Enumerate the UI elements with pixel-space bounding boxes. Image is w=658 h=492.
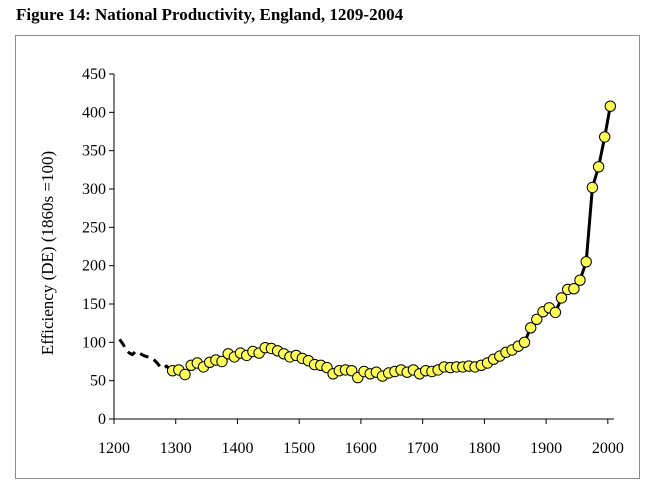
y-tick-label: 0 — [98, 411, 106, 428]
x-tick-label: 1300 — [160, 440, 192, 457]
x-tick-label: 2000 — [592, 440, 624, 457]
y-tick-label: 350 — [82, 143, 106, 160]
y-tick-label: 50 — [90, 373, 106, 390]
data-point — [525, 322, 537, 334]
data-point — [574, 274, 586, 286]
y-tick-label: 100 — [82, 334, 106, 351]
data-point — [586, 181, 599, 194]
data-point — [568, 283, 580, 295]
y-tick-label: 450 — [82, 66, 106, 83]
x-tick-label: 1400 — [221, 440, 253, 457]
data-point — [604, 100, 616, 112]
data-point — [531, 313, 543, 325]
data-point — [518, 336, 531, 348]
data-point — [592, 161, 605, 173]
x-tick-label: 1900 — [530, 440, 562, 457]
data-point — [179, 368, 191, 381]
x-tick-label: 1200 — [98, 440, 130, 457]
data-point — [580, 256, 592, 268]
y-axis-label: Efficiency (DE) (1860s =100) — [38, 151, 57, 355]
chart-series — [118, 100, 616, 384]
y-tick-label: 250 — [82, 219, 106, 236]
x-tick-label: 1600 — [345, 440, 377, 457]
chart-axes: 0 50 100 150 200 250 300 350 400 450 1200 1300 1400 1… — [82, 66, 624, 457]
y-tick-label: 150 — [82, 296, 106, 313]
y-tick-label: 300 — [82, 181, 106, 198]
data-point — [599, 131, 611, 143]
data-point — [216, 355, 228, 368]
x-tick-label: 1700 — [407, 440, 439, 457]
figure-title: Figure 14: National Productivity, Englan… — [16, 5, 404, 24]
y-tick-label: 200 — [82, 258, 106, 275]
x-tick-label: 1800 — [468, 440, 500, 457]
chart-frame — [15, 35, 640, 479]
x-tick-label: 1500 — [283, 440, 315, 457]
data-point — [555, 292, 568, 304]
series-line-solid — [172, 105, 612, 380]
series-line-dashed — [118, 338, 171, 371]
y-tick-label: 400 — [82, 104, 106, 121]
data-point — [549, 306, 562, 319]
